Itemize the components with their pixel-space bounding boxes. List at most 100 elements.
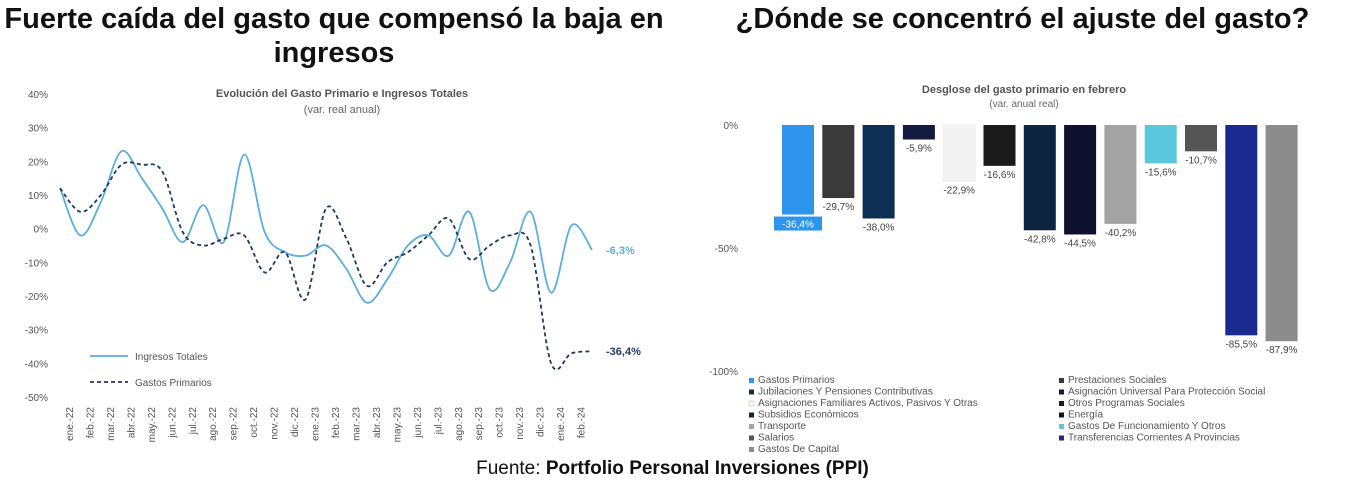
bar-value-label: -15,6% <box>1145 167 1177 178</box>
legend-label: Jubilaciones Y Pensiones Contributivas <box>758 387 933 398</box>
x-tick-label: feb.-22 <box>85 407 96 439</box>
x-tick-label: feb.-24 <box>577 407 588 439</box>
y-tick-label: 0% <box>724 121 739 132</box>
legend-label: Asignaciones Familiares Activos, Pasivos… <box>758 398 978 409</box>
x-tick-label: ene.-24 <box>556 407 567 441</box>
legend-label: Subsidios Económicos <box>758 410 859 421</box>
bar <box>1104 125 1137 224</box>
bar-value-label: -40,2% <box>1105 228 1137 239</box>
y-tick-label: -40% <box>25 359 48 370</box>
x-tick-label: jun.-23 <box>413 407 424 439</box>
legend-label: Prestaciones Sociales <box>1068 375 1166 386</box>
bar-chart-subtitle: (var. anual real) <box>989 99 1058 110</box>
bar-value-label: -10,7% <box>1185 155 1217 166</box>
legend-swatch <box>1059 378 1064 383</box>
y-tick-label: 40% <box>28 90 48 101</box>
x-tick-label: may.-23 <box>392 407 403 443</box>
y-tick-label: -20% <box>25 292 48 303</box>
bar-value-label: -22,9% <box>943 185 975 196</box>
line-chart-title: Evolución del Gasto Primario e Ingresos … <box>216 88 468 100</box>
legend-swatch <box>749 412 754 418</box>
legend-swatch <box>749 389 754 395</box>
bar <box>862 125 895 219</box>
legend-swatch <box>1059 435 1064 441</box>
legend-label: Gastos Primarios <box>135 378 212 389</box>
y-tick-label: 30% <box>28 124 48 135</box>
x-tick-label: abr.-22 <box>126 407 137 439</box>
source-line: Fuente: Portfolio Personal Inversiones (… <box>0 458 1345 480</box>
x-tick-label: ago.-23 <box>454 407 465 441</box>
gastos-end-label: -36,4% <box>606 346 641 358</box>
bar <box>1265 125 1298 342</box>
legend-label: Otros Programas Sociales <box>1068 398 1185 409</box>
legend-swatch <box>749 447 754 452</box>
legend-swatch <box>1059 412 1064 418</box>
line-chart-subtitle: (var. real anual) <box>304 104 380 116</box>
highlight-label-bg <box>774 216 822 231</box>
x-tick-label: nov.-23 <box>515 407 526 440</box>
bar-chart: Desglose del gasto primario en febrero (v… <box>709 84 1298 455</box>
bar <box>1144 125 1177 164</box>
bar <box>822 125 855 199</box>
x-tick-label: sep.-23 <box>474 407 485 441</box>
legend-swatch <box>1059 424 1064 429</box>
right-chart-heading: ¿Dónde se concentró el ajuste del gasto? <box>735 3 1310 35</box>
x-tick-label: abr.-23 <box>372 407 383 439</box>
bar-value-label: -38,0% <box>863 222 895 233</box>
x-tick-label: ene.-23 <box>311 407 322 441</box>
legend-swatch <box>1059 401 1064 406</box>
bar <box>983 125 1016 166</box>
x-tick-label: may.-22 <box>147 407 158 443</box>
x-tick-label: feb.-23 <box>331 407 342 439</box>
x-tick-label: jul.-22 <box>188 407 199 436</box>
ingresos-line <box>59 149 593 304</box>
y-tick-label: -30% <box>25 326 48 337</box>
bar-value-label: -29,7% <box>822 202 854 213</box>
x-tick-label: dic.-22 <box>290 407 301 437</box>
legend-swatch <box>749 435 754 441</box>
bar-value-label: -5,9% <box>906 144 932 155</box>
y-tick-label: -100% <box>709 367 738 378</box>
x-tick-label: mar.-22 <box>106 407 117 441</box>
ingresos-end-label: -6,3% <box>606 245 635 257</box>
legend-label: Gastos Primarios <box>758 375 835 386</box>
x-tick-label: sep.-22 <box>229 407 240 441</box>
line-chart: Evolución del Gasto Primario e Ingresos … <box>25 88 641 443</box>
x-tick-label: nov.-22 <box>270 407 281 440</box>
x-tick-label: dic.-23 <box>536 407 547 437</box>
source-prefix: Fuente: <box>476 458 546 479</box>
bar <box>902 125 935 140</box>
bar-value-label: -36,4% <box>782 220 814 231</box>
x-tick-label: oct.-22 <box>249 407 260 438</box>
legend-swatch <box>1059 389 1064 395</box>
legend-label: Transferencias Corrientes A Provincias <box>1068 433 1240 444</box>
legend-swatch <box>749 424 754 429</box>
legend-label: Asignación Universal Para Protección Soc… <box>1068 387 1265 398</box>
legend-label: Ingresos Totales <box>135 352 208 363</box>
left-chart-heading: Fuerte caída del gasto que compensó la b… <box>4 3 664 69</box>
bar <box>1023 125 1056 231</box>
legend-label: Gastos De Capital <box>758 444 839 455</box>
bar <box>1225 125 1258 336</box>
x-tick-label: jul.-23 <box>433 407 444 436</box>
bar <box>1064 125 1097 235</box>
x-tick-label: mar.-23 <box>351 407 362 441</box>
legend-label: Gastos De Funcionamiento Y Otros <box>1068 421 1226 432</box>
bar-value-label: -85,5% <box>1225 339 1257 350</box>
bar <box>1185 125 1217 152</box>
y-tick-label: 20% <box>28 157 48 168</box>
bar-chart-title: Desglose del gasto primario en febrero <box>922 84 1126 96</box>
bar <box>942 124 976 182</box>
y-tick-label: -10% <box>25 258 48 269</box>
bar-value-label: -16,6% <box>984 170 1016 181</box>
x-tick-label: ene.-22 <box>65 407 76 441</box>
x-tick-label: jun.-22 <box>167 407 178 439</box>
y-tick-label: -50% <box>715 244 738 255</box>
bar-value-label: -87,9% <box>1266 345 1298 356</box>
legend-swatch <box>748 400 755 407</box>
bar <box>782 125 814 215</box>
y-tick-label: -50% <box>25 393 48 404</box>
legend-label: Energía <box>1068 410 1103 421</box>
x-tick-label: ago.-22 <box>208 407 219 441</box>
y-tick-label: 0% <box>34 225 49 236</box>
